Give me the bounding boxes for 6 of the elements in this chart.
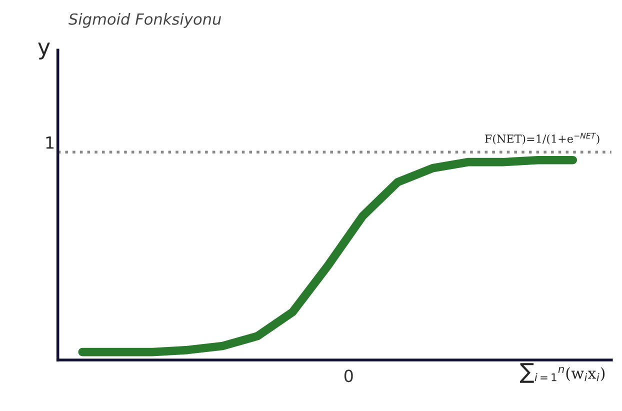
ref-line-label: 1 [46, 136, 54, 149]
annotation: F(NET)=1/(1+e$^{−NET}$) [485, 132, 600, 145]
text: 0 [344, 370, 353, 382]
y-axis-title: y [38, 42, 50, 60]
x-axis-title: ∑$_{i=1}$$^{n}$(w$_{i}$x$_{i}$) [520, 363, 605, 383]
chart-title: Sigmoid Fonksiyonu [68, 13, 222, 28]
